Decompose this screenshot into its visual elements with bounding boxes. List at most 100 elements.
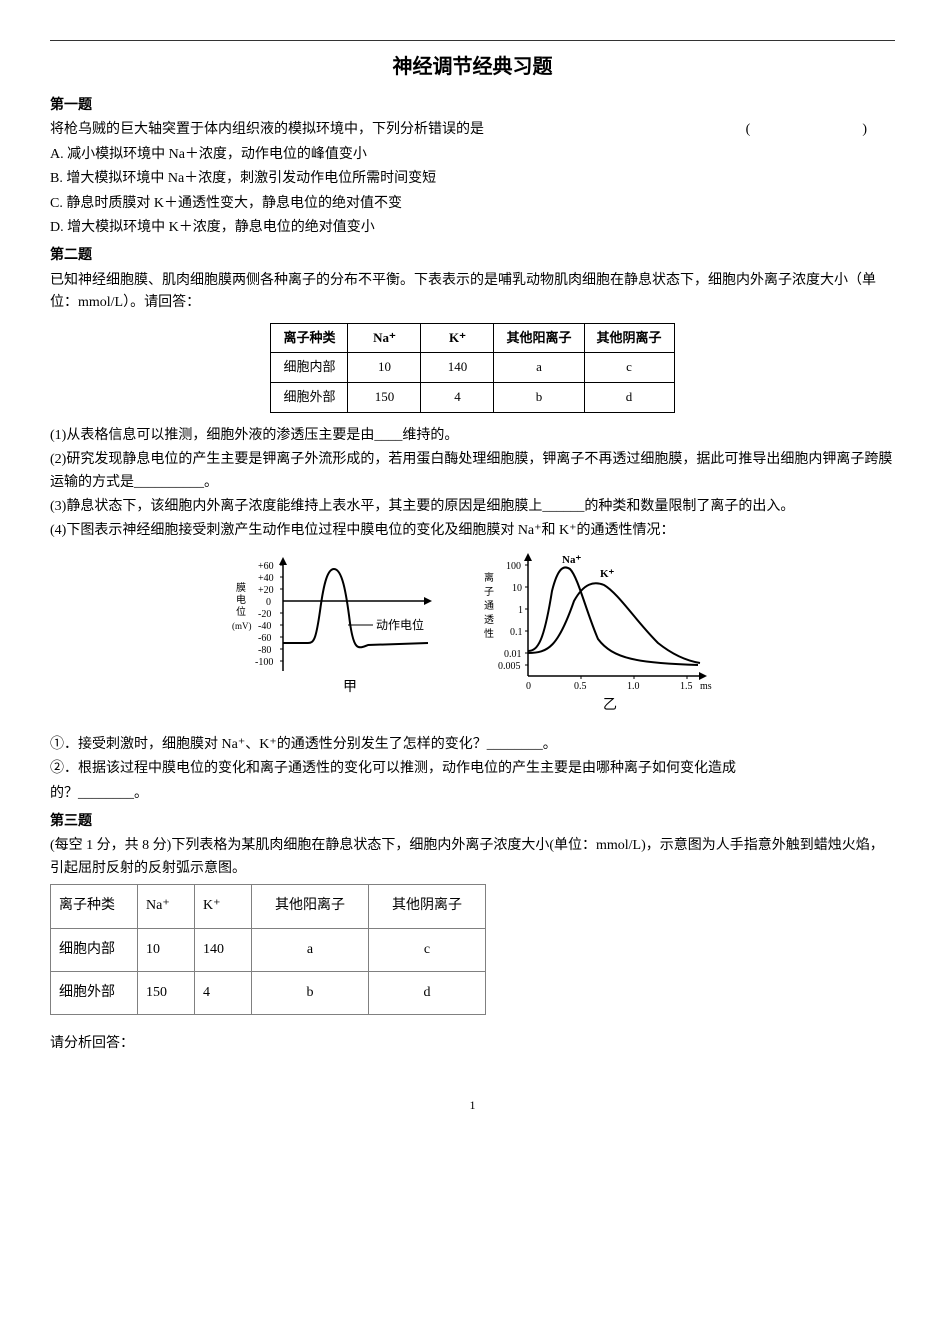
table-header: 离子种类 bbox=[271, 323, 348, 353]
q1-heading: 第一题 bbox=[50, 95, 895, 117]
q3-stem: (每空 1 分，共 8 分)下列表格为某肌肉细胞在静息状态下，细胞内外离子浓度大… bbox=[50, 835, 895, 880]
q2-table-wrap: 离子种类 Na⁺ K⁺ 其他阳离子 其他阴离子 细胞内部 10 140 a c … bbox=[50, 323, 895, 413]
q2-heading: 第二题 bbox=[50, 245, 895, 267]
na-curve bbox=[528, 567, 698, 665]
table-header: Na⁺ bbox=[138, 885, 195, 928]
table-row: 离子种类 Na⁺ K⁺ 其他阳离子 其他阴离子 bbox=[51, 885, 486, 928]
table-cell: 140 bbox=[421, 353, 494, 383]
chart-right-ylabel: 透 bbox=[484, 614, 494, 626]
q3-closing: 请分析回答： bbox=[50, 1033, 895, 1055]
table-cell: c bbox=[584, 353, 674, 383]
chart-left-ylabel: 膜 bbox=[236, 582, 246, 594]
q1-stem: 将枪乌贼的巨大轴突置于体内组织液的模拟环境中，下列分析错误的是 ( ) bbox=[50, 119, 895, 141]
q1-answer-paren: ( ) bbox=[746, 119, 895, 141]
chart-right-ylabel: 离 bbox=[484, 571, 494, 584]
ytick: +20 bbox=[258, 585, 274, 596]
table-cell: 细胞内部 bbox=[271, 353, 348, 383]
table-row: 细胞内部 10 140 a c bbox=[51, 928, 486, 971]
ytick: +40 bbox=[258, 573, 274, 584]
arrowhead-icon bbox=[279, 557, 287, 565]
ytick: -20 bbox=[258, 609, 271, 620]
ytick: 0.005 bbox=[498, 661, 521, 672]
xtick: 0.5 bbox=[574, 681, 587, 692]
table-cell: 150 bbox=[138, 971, 195, 1014]
q1-option-d: D. 增大模拟环境中 K＋浓度，静息电位的绝对值变小 bbox=[50, 217, 895, 239]
q3-heading: 第三题 bbox=[50, 811, 895, 833]
q2-part4: (4)下图表示神经细胞接受刺激产生动作电位过程中膜电位的变化及细胞膜对 Na⁺和… bbox=[50, 520, 895, 542]
q1-option-b: B. 增大模拟环境中 Na＋浓度，刺激引发动作电位所需时间变短 bbox=[50, 168, 895, 190]
ytick: +60 bbox=[258, 561, 274, 572]
arrowhead-icon bbox=[699, 672, 707, 680]
q2-sub2a: ②．根据该过程中膜电位的变化和离子通透性的变化可以推测，动作电位的产生主要是由哪… bbox=[50, 758, 895, 780]
chart-left-ylabel: (mV) bbox=[232, 621, 252, 631]
chart-right-ion-permeability: 离 子 通 透 性 100 10 1 0.1 0.01 0.005 0 bbox=[478, 551, 718, 726]
q2-sub1: ①．接受刺激时，细胞膜对 Na⁺、K⁺的通透性分别发生了怎样的变化？______… bbox=[50, 734, 895, 756]
table-cell: 细胞内部 bbox=[51, 928, 138, 971]
top-rule bbox=[50, 40, 895, 41]
ytick: -80 bbox=[258, 645, 271, 656]
chart-right-ylabel: 性 bbox=[484, 627, 494, 640]
ytick: 0.01 bbox=[504, 649, 522, 660]
q3-ion-table: 离子种类 Na⁺ K⁺ 其他阳离子 其他阴离子 细胞内部 10 140 a c … bbox=[50, 884, 486, 1015]
arrowhead-icon bbox=[524, 553, 532, 561]
series-label-na: Na⁺ bbox=[562, 554, 581, 566]
table-header: 其他阳离子 bbox=[252, 885, 369, 928]
ytick: 10 bbox=[512, 583, 522, 594]
table-header: 其他阴离子 bbox=[584, 323, 674, 353]
k-curve bbox=[528, 583, 700, 663]
table-cell: a bbox=[494, 353, 584, 383]
page-number: 1 bbox=[50, 1096, 895, 1115]
chart-row: 膜 电 位 (mV) +60 +40 +20 0 -20 -40 -60 -80… bbox=[50, 551, 895, 726]
q2-part2: (2)研究发现静息电位的产生主要是钾离子外流形成的，若用蛋白酶处理细胞膜，钾离子… bbox=[50, 449, 895, 494]
action-potential-curve bbox=[283, 569, 428, 647]
q1-stem-text: 将枪乌贼的巨大轴突置于体内组织液的模拟环境中，下列分析错误的是 bbox=[50, 122, 484, 137]
ytick: 1 bbox=[518, 605, 523, 616]
q1-option-a: A. 减小模拟环境中 Na＋浓度，动作电位的峰值变小 bbox=[50, 144, 895, 166]
table-cell: 4 bbox=[421, 383, 494, 413]
chart-right-ylabel: 通 bbox=[484, 600, 494, 612]
chart-left-ylabel: 位 bbox=[236, 605, 246, 618]
q2-stem: 已知神经细胞膜、肌肉细胞膜两侧各种离子的分布不平衡。下表表示的是哺乳动物肌肉细胞… bbox=[50, 270, 895, 315]
arrowhead-icon bbox=[424, 597, 432, 605]
table-row: 细胞外部 150 4 b d bbox=[271, 383, 674, 413]
q1-option-c: C. 静息时质膜对 K＋通透性变大，静息电位的绝对值不变 bbox=[50, 193, 895, 215]
table-cell: b bbox=[494, 383, 584, 413]
doc-title: 神经调节经典习题 bbox=[50, 51, 895, 83]
q2-part3: (3)静息状态下，该细胞内外离子浓度能维持上表水平，其主要的原因是细胞膜上___… bbox=[50, 496, 895, 518]
xtick: 1.0 bbox=[627, 681, 640, 692]
xtick: 1.5 bbox=[680, 681, 693, 692]
table-cell: 140 bbox=[195, 928, 252, 971]
chart-left-caption: 甲 bbox=[343, 680, 357, 695]
table-cell: 细胞外部 bbox=[51, 971, 138, 1014]
table-row: 离子种类 Na⁺ K⁺ 其他阳离子 其他阴离子 bbox=[271, 323, 674, 353]
table-header: 其他阳离子 bbox=[494, 323, 584, 353]
ytick: 0.1 bbox=[510, 627, 523, 638]
table-cell: b bbox=[252, 971, 369, 1014]
table-cell: 4 bbox=[195, 971, 252, 1014]
chart-left-ylabel: 电 bbox=[236, 593, 246, 606]
series-label-k: K⁺ bbox=[600, 568, 615, 580]
table-header: K⁺ bbox=[195, 885, 252, 928]
ytick: 100 bbox=[506, 561, 521, 572]
ytick: -100 bbox=[255, 657, 273, 668]
table-cell: d bbox=[369, 971, 486, 1014]
ytick: -40 bbox=[258, 621, 271, 632]
table-header: 其他阴离子 bbox=[369, 885, 486, 928]
table-header: Na⁺ bbox=[348, 323, 421, 353]
xtick: 0 bbox=[526, 681, 531, 692]
table-header: 离子种类 bbox=[51, 885, 138, 928]
chart-right-caption: 乙 bbox=[603, 697, 617, 713]
table-row: 细胞外部 150 4 b d bbox=[51, 971, 486, 1014]
table-cell: 细胞外部 bbox=[271, 383, 348, 413]
chart-right-ylabel: 子 bbox=[484, 586, 494, 598]
ytick: -60 bbox=[258, 633, 271, 644]
table-cell: d bbox=[584, 383, 674, 413]
table-row: 细胞内部 10 140 a c bbox=[271, 353, 674, 383]
chart-left-membrane-potential: 膜 电 位 (mV) +60 +40 +20 0 -20 -40 -60 -80… bbox=[228, 551, 438, 721]
ytick: 0 bbox=[266, 597, 271, 608]
table-cell: 10 bbox=[138, 928, 195, 971]
table-cell: 150 bbox=[348, 383, 421, 413]
table-header: K⁺ bbox=[421, 323, 494, 353]
table-cell: c bbox=[369, 928, 486, 971]
chart-left-annotation: 动作电位 bbox=[376, 617, 424, 632]
